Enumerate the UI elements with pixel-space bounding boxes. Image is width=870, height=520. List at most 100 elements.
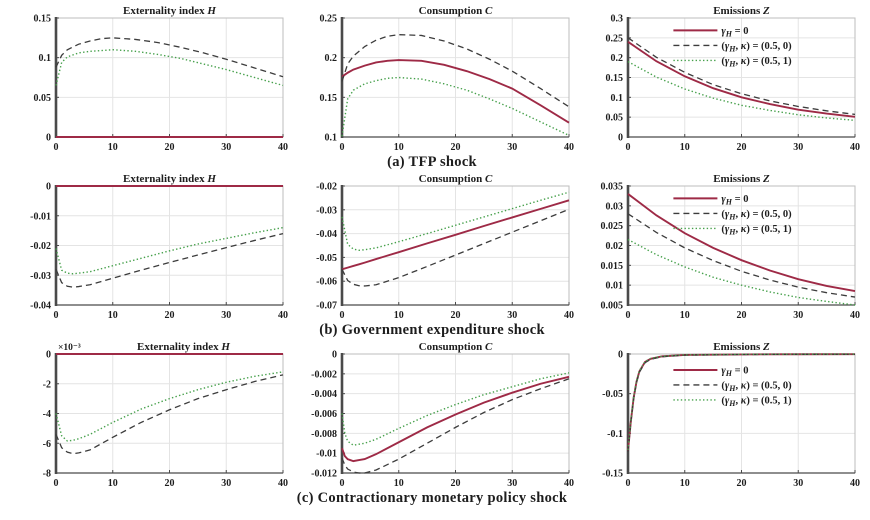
x-tick-label: 30	[221, 142, 231, 153]
y-tick-label: 0.015	[601, 261, 624, 272]
x-tick-label: 40	[278, 478, 288, 489]
y-tick-label: -0.07	[316, 301, 337, 312]
y-tick-label: -0.1	[607, 429, 623, 440]
y-tick-label: 0.25	[606, 33, 624, 44]
chart-svg: 0 10 20 30 40 -0.15 -0.1 -0.05 0 Emissions Z γH​ =…	[602, 341, 860, 489]
x-tick-label: 20	[737, 478, 747, 489]
caption-monetary-policy-shock: (c) Contractionary monetary policy shock	[296, 490, 568, 506]
y-tick-label: 0.025	[601, 221, 624, 232]
y-tick-label: -0.02	[30, 241, 51, 252]
y-tick-label: -0.05	[602, 389, 623, 400]
x-tick-label: 0	[626, 478, 631, 489]
y-tick-label: 0.1	[325, 133, 338, 144]
y-tick-label: 0.2	[611, 53, 624, 64]
y-tick-label: 0.05	[34, 93, 52, 104]
plot-title: Externality index H	[123, 5, 216, 17]
y-tick-label: 0	[46, 133, 51, 144]
y-tick-label: 0	[46, 182, 51, 193]
plot-tfp-externality-index: 0 10 20 30 40 0 0.05 0.1 0.15 Externality index H	[6, 4, 290, 154]
plot-gov-consumption: 0 10 20 30 40 -0.07 -0.06 -0.05 -0.04 -0.03 -0.02 C…	[292, 172, 576, 322]
y-tick-label: 0.03	[606, 201, 624, 212]
y-tick-label: -6	[43, 439, 51, 450]
legend-label: (γH​, κ) = (0.5, 1)	[721, 395, 792, 408]
plot-gov-externality-index: 0 10 20 30 40 -0.04 -0.03 -0.02 -0.01 0 Externalit…	[6, 172, 290, 322]
legend-label: γH​ = 0	[721, 26, 748, 39]
x-tick-label: 40	[850, 310, 860, 321]
y-tick-label: -0.04	[30, 301, 51, 312]
x-tick-label: 0	[340, 310, 345, 321]
chart-svg: 0 10 20 30 40 0 0.05 0.1 0.15 Externality index H	[34, 5, 289, 153]
series-dotted	[55, 226, 284, 275]
x-tick-label: 0	[54, 142, 59, 153]
legend-label: γH​ = 0	[721, 194, 748, 207]
y-tick-label: 0	[46, 350, 51, 361]
y-tick-label: -0.03	[30, 271, 51, 282]
caption-tfp-shock: (a) TFP shock	[387, 154, 477, 170]
series-dotted	[55, 371, 284, 442]
y-tick-label: 0.1	[39, 53, 52, 64]
y-tick-label: 0.035	[601, 182, 624, 193]
series-solid	[627, 193, 856, 293]
x-tick-label: 40	[278, 142, 288, 153]
x-tick-label: 30	[221, 310, 231, 321]
y-tick-label: 0.15	[606, 73, 624, 84]
x-tick-label: 30	[507, 478, 517, 489]
x-tick-label: 10	[108, 142, 118, 153]
x-tick-label: 20	[451, 142, 461, 153]
y-tick-label: 0.05	[606, 113, 624, 124]
x-tick-label: 20	[165, 142, 175, 153]
y-tick-label: -4	[43, 409, 51, 420]
chart-svg: 0 10 20 30 40 -0.07 -0.06 -0.05 -0.04 -0.03 -0.02 C…	[316, 173, 574, 321]
series-dotted	[627, 61, 856, 122]
series-dashed	[341, 34, 570, 108]
x-tick-label: 40	[850, 142, 860, 153]
x-tick-label: 30	[793, 142, 803, 153]
plot-mp-consumption: 0 10 20 30 40 -0.012 -0.01 -0.008 -0.006 -0.004 -0…	[292, 340, 576, 490]
x-tick-label: 0	[340, 142, 345, 153]
series-dotted	[627, 238, 856, 306]
plot-title: Emissions Z	[713, 341, 770, 353]
y-tick-label: -0.004	[311, 389, 337, 400]
x-tick-label: 10	[680, 478, 690, 489]
plots-row-a: 0 10 20 30 40 0 0.05 0.1 0.15 Externality index H…	[6, 4, 870, 154]
x-tick-label: 20	[165, 310, 175, 321]
y-tick-label: -0.15	[602, 469, 623, 480]
y-tick-label: -0.012	[311, 469, 337, 480]
y-tick-label: 0.02	[606, 241, 624, 252]
x-tick-label: 40	[564, 310, 574, 321]
plot-tfp-consumption: 0 10 20 30 40 0.1 0.15 0.2 0.25 Consumption C	[292, 4, 576, 154]
plot-title: Consumption C	[419, 173, 493, 185]
x-tick-label: 30	[507, 142, 517, 153]
x-tick-label: 0	[54, 478, 59, 489]
x-tick-label: 30	[221, 478, 231, 489]
plot-title: Externality index H	[123, 173, 216, 185]
x-tick-label: 40	[564, 142, 574, 153]
plot-title: Emissions Z	[713, 5, 770, 17]
y-tick-label: -0.04	[316, 229, 337, 240]
x-tick-label: 10	[108, 310, 118, 321]
legend-label: (γH​, κ) = (0.5, 0)	[721, 380, 792, 393]
chart-svg: 0 10 20 30 40 -0.04 -0.03 -0.02 -0.01 0 Externalit…	[30, 173, 288, 321]
legend-label: (γH​, κ) = (0.5, 0)	[721, 41, 792, 54]
series-dashed	[341, 378, 570, 474]
y-tick-label: 0.25	[320, 14, 338, 25]
x-tick-label: 20	[737, 310, 747, 321]
plot-gov-emissions: 0 10 20 30 40 0.005 0.01 0.015 0.02 0.025 0.03 0.03…	[578, 172, 862, 322]
legend-label: (γH​, κ) = (0.5, 0)	[721, 209, 792, 222]
y-tick-label: -0.05	[316, 253, 337, 264]
y-tick-label: -0.002	[311, 369, 337, 380]
x-tick-label: 20	[451, 310, 461, 321]
row-government-expenditure-shock: 0 10 20 30 40 -0.04 -0.03 -0.02 -0.01 0 Externalit…	[6, 172, 870, 340]
legend-label: (γH​, κ) = (0.5, 1)	[721, 56, 792, 69]
y-tick-label: -2	[43, 379, 51, 390]
plot-title: Consumption C	[419, 341, 493, 353]
axis-exponent-label: ×10⁻³	[58, 343, 81, 353]
y-tick-label: -0.006	[311, 409, 337, 420]
y-tick-label: 0.2	[325, 53, 338, 64]
y-tick-label: -0.06	[316, 277, 337, 288]
series-solid	[627, 41, 856, 118]
plots-row-b: 0 10 20 30 40 -0.04 -0.03 -0.02 -0.01 0 Externalit…	[6, 172, 870, 322]
y-tick-label: 0.15	[320, 93, 338, 104]
y-tick-label: -8	[43, 469, 51, 480]
